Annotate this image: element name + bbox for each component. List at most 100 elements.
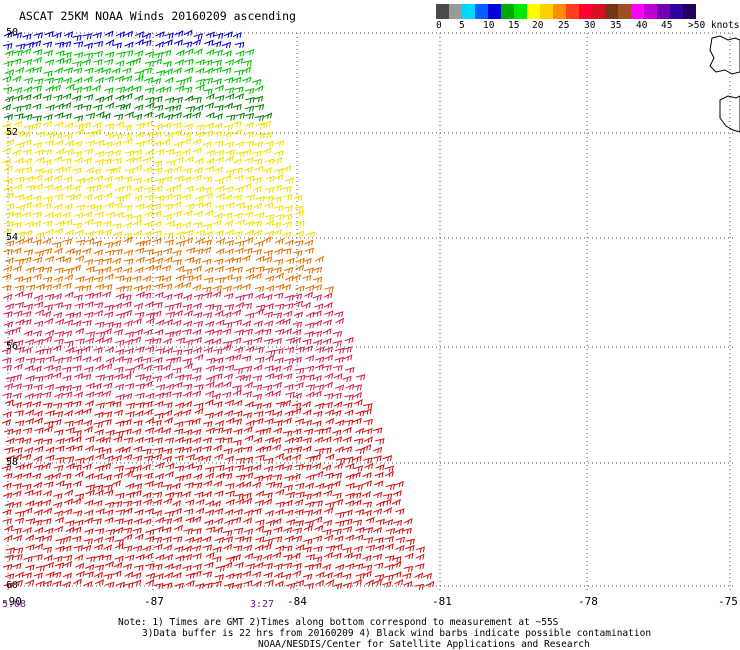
wind-barb bbox=[125, 482, 135, 490]
wind-barb bbox=[191, 257, 201, 265]
wind-barb bbox=[84, 528, 94, 535]
wind-barb bbox=[183, 320, 193, 327]
wind-barb bbox=[122, 102, 132, 110]
wind-barb bbox=[81, 345, 91, 353]
wind-barb bbox=[4, 257, 14, 264]
wind-barb bbox=[272, 444, 282, 451]
wind-barb bbox=[332, 582, 343, 590]
wind-barb bbox=[115, 492, 125, 499]
wind-barb bbox=[235, 112, 245, 119]
wind-barb bbox=[85, 564, 95, 571]
wind-barb bbox=[205, 365, 216, 372]
wind-barb bbox=[184, 67, 194, 74]
wind-barb bbox=[2, 392, 12, 399]
wind-barb bbox=[83, 258, 94, 266]
wind-barb bbox=[85, 140, 96, 147]
wind-barb bbox=[334, 446, 344, 453]
wind-barb bbox=[45, 355, 55, 362]
wind-barb bbox=[232, 572, 243, 579]
wind-barb bbox=[1, 465, 12, 472]
wind-barb bbox=[32, 202, 42, 209]
wind-barb bbox=[205, 157, 215, 165]
wind-barb bbox=[122, 67, 132, 74]
wind-barb bbox=[2, 518, 12, 525]
wind-barb bbox=[84, 472, 94, 480]
wind-barb bbox=[111, 149, 122, 157]
wind-barb bbox=[223, 321, 233, 329]
wind-barb bbox=[163, 553, 174, 561]
wind-barb bbox=[263, 538, 273, 545]
wind-barb bbox=[283, 310, 293, 317]
wind-barb bbox=[392, 489, 402, 497]
wind-barb bbox=[263, 562, 273, 570]
wind-barb bbox=[113, 248, 123, 256]
wind-barb bbox=[133, 356, 143, 363]
wind-barb bbox=[103, 150, 114, 157]
wind-barb bbox=[315, 346, 325, 353]
scale-label: 20 bbox=[532, 20, 544, 31]
wind-barb bbox=[94, 446, 104, 454]
wind-barb bbox=[313, 410, 323, 418]
wind-barb bbox=[375, 544, 385, 551]
wind-barb bbox=[42, 518, 52, 525]
wind-barb bbox=[133, 229, 143, 237]
wind-barb bbox=[321, 426, 332, 434]
wind-barb bbox=[111, 166, 121, 173]
wind-barb bbox=[293, 392, 303, 399]
wind-barb bbox=[192, 553, 202, 560]
wind-barb bbox=[102, 474, 112, 481]
wind-barb bbox=[25, 544, 35, 551]
wind-barb bbox=[52, 184, 63, 192]
wind-barb bbox=[62, 482, 72, 490]
wind-barb bbox=[122, 545, 133, 552]
wind-barb bbox=[282, 248, 292, 255]
wind-barb bbox=[202, 223, 213, 230]
wind-barb bbox=[274, 508, 284, 516]
wind-barb bbox=[63, 67, 73, 74]
wind-barb bbox=[183, 123, 194, 130]
wind-barb bbox=[182, 41, 193, 48]
wind-barb bbox=[123, 50, 134, 57]
wind-barb bbox=[242, 303, 253, 310]
wind-barb bbox=[114, 555, 124, 562]
wind-barb bbox=[192, 570, 202, 577]
wind-barb bbox=[274, 328, 285, 336]
wind-barb bbox=[23, 383, 33, 391]
wind-barb bbox=[315, 482, 325, 490]
wind-barb bbox=[292, 328, 302, 336]
wind-barb bbox=[213, 49, 223, 56]
wind-barb bbox=[144, 131, 154, 138]
wind-barb bbox=[264, 365, 274, 372]
wind-barb bbox=[95, 337, 105, 344]
wind-barb bbox=[44, 228, 54, 236]
wind-barb bbox=[25, 500, 35, 507]
wind-barb bbox=[111, 67, 121, 74]
wind-barb bbox=[244, 140, 255, 147]
wind-barb bbox=[214, 265, 224, 273]
wind-barb bbox=[332, 528, 342, 535]
wind-barb bbox=[294, 210, 305, 217]
wind-barb bbox=[141, 463, 151, 471]
wind-barb bbox=[193, 536, 203, 544]
wind-barb bbox=[225, 169, 235, 176]
wind-barb bbox=[143, 221, 153, 228]
wind-barb bbox=[225, 355, 235, 362]
wind-barb bbox=[53, 510, 64, 517]
wind-barb bbox=[93, 499, 103, 507]
wind-barb bbox=[183, 29, 193, 37]
wind-barb bbox=[73, 140, 83, 147]
wind-barb bbox=[205, 165, 215, 173]
scale-label: 15 bbox=[508, 20, 520, 31]
wind-barb bbox=[144, 50, 155, 58]
wind-barb bbox=[122, 428, 132, 435]
wind-barb bbox=[72, 365, 82, 372]
wind-barb bbox=[351, 553, 362, 560]
wind-barb bbox=[305, 391, 315, 398]
wind-barb bbox=[44, 425, 53, 433]
wind-barb bbox=[202, 258, 212, 265]
wind-barb bbox=[264, 303, 274, 310]
wind-barb bbox=[325, 417, 335, 425]
wind-barb bbox=[142, 375, 152, 382]
wind-barb bbox=[52, 371, 62, 379]
wind-barb bbox=[1, 418, 11, 426]
